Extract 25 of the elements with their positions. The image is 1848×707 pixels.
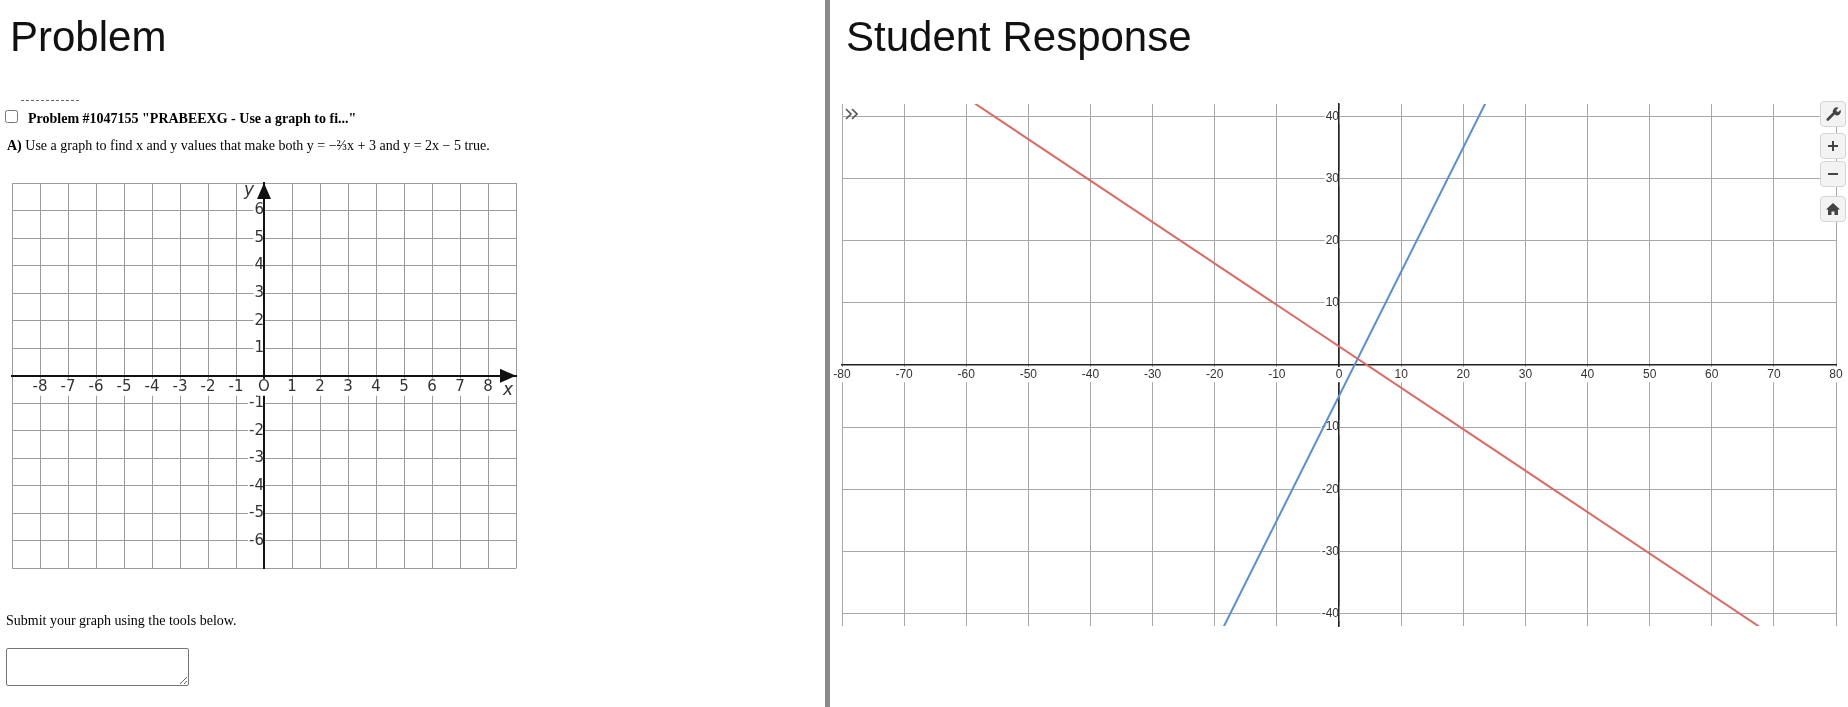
x-tick-label: -10 [1268, 366, 1286, 381]
x-tick-label: -60 [957, 366, 976, 381]
x-tick-label: -70 [895, 366, 914, 381]
x-tick-label: -50 [1019, 366, 1038, 381]
x-tick-label: 0 [1335, 366, 1343, 381]
x-tick-label: 80 [1829, 366, 1843, 381]
y-tick-label: 10 [1325, 295, 1340, 310]
chart-title: Student Response [846, 13, 1192, 60]
y-tick-label: 30 [1325, 170, 1340, 185]
y-tick-label: -20 [1321, 481, 1340, 496]
x-tick-label: -30 [1143, 366, 1162, 381]
x-tick-label: 10 [1394, 366, 1409, 381]
x-tick-label: 50 [1642, 366, 1657, 381]
x-tick-label: 20 [1456, 366, 1471, 381]
y-tick-label: 20 [1325, 233, 1340, 248]
x-tick-label: -20 [1206, 366, 1224, 381]
x-tick-label: -40 [1081, 366, 1100, 381]
x-tick-label: 30 [1518, 366, 1533, 381]
y-tick-label: -30 [1321, 543, 1340, 558]
x-tick-label: -80 [833, 366, 851, 381]
x-tick-label: 40 [1580, 366, 1595, 381]
y-tick-label: -40 [1321, 605, 1340, 620]
x-tick-label: 60 [1705, 366, 1719, 381]
x-tick-label: 70 [1767, 366, 1781, 381]
y-tick-label: 40 [1325, 108, 1340, 123]
